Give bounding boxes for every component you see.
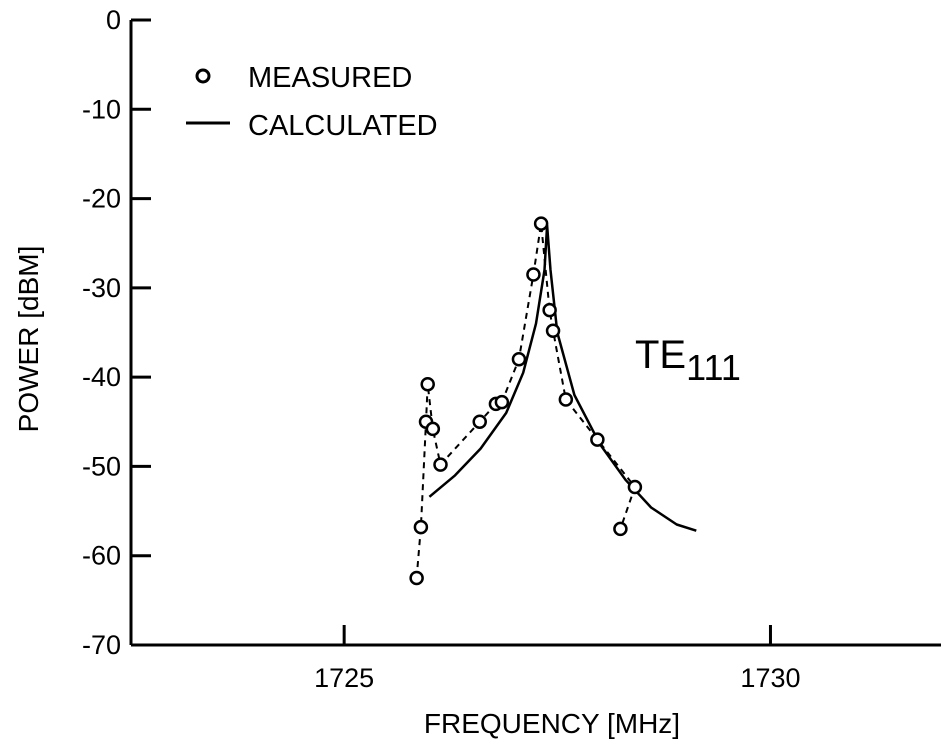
measured-point (558, 392, 574, 407)
y-tick-label: -20 (82, 184, 121, 214)
measured-point (433, 457, 448, 472)
axes: 0 -10 -20 -30 -40 -50 -60 -70 1725 1730 (82, 5, 941, 693)
measured-point (590, 432, 605, 447)
measured-point (420, 377, 435, 392)
y-tick-label: -30 (82, 273, 121, 303)
calculated-series-line (428, 224, 697, 532)
mode-annotation: TE111 (635, 333, 741, 388)
measured-point (409, 570, 424, 586)
y-tick-label: -50 (82, 451, 121, 481)
measured-point (542, 302, 557, 318)
measured-point (533, 216, 549, 231)
y-axis-title: POWER [dBM] (13, 246, 44, 433)
mode-annotation-main: TE (635, 333, 686, 377)
measured-series-line (415, 223, 637, 579)
measured-point (613, 521, 628, 537)
measured-point (472, 414, 487, 430)
legend-calculated-label: CALCULATED (248, 110, 438, 142)
y-tick-label: -40 (82, 362, 121, 392)
series-layer (409, 216, 697, 586)
mode-annotation-subscript: 111 (686, 347, 741, 388)
measured-point (494, 394, 510, 410)
legend-measured-label: MEASURED (248, 62, 412, 94)
x-tick-label: 1725 (314, 663, 374, 693)
measured-point (511, 352, 527, 367)
y-tick-label: -70 (82, 630, 121, 660)
measured-point (545, 323, 561, 338)
y-tick-label: -10 (82, 94, 121, 124)
y-tick-label: -60 (82, 541, 121, 571)
legend: MEASURED CALCULATED (186, 62, 438, 142)
y-tick-label: 0 (106, 5, 121, 35)
legend-measured-marker (195, 68, 211, 84)
measured-point (413, 519, 429, 535)
measured-point (425, 421, 441, 437)
x-tick-label: 1730 (740, 663, 800, 693)
x-axis-title: FREQUENCY [MHz] (424, 708, 680, 739)
measured-point (526, 267, 541, 282)
measured-point (627, 479, 643, 495)
